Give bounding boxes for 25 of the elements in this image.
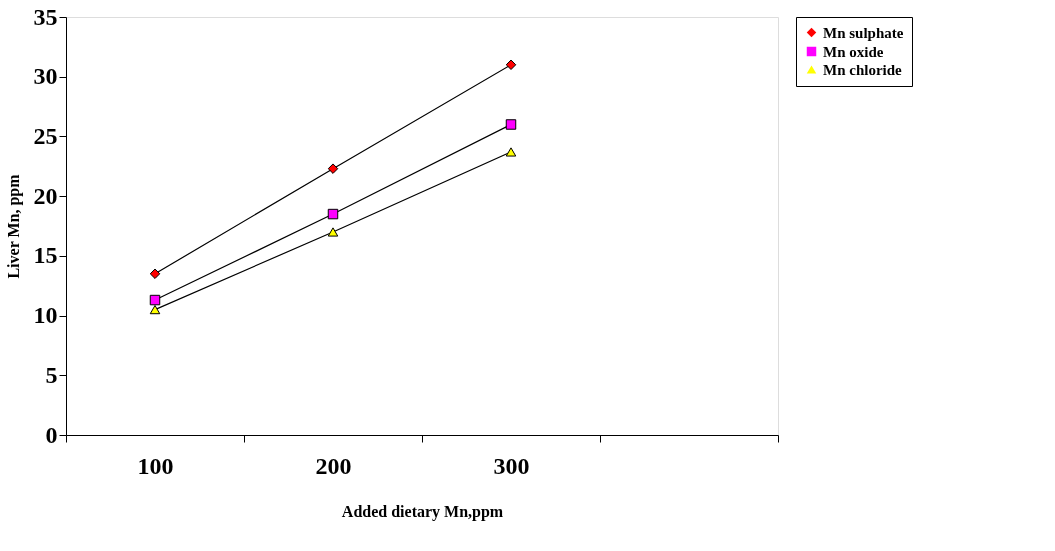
point <box>327 163 339 174</box>
point <box>327 208 339 220</box>
y-tick-label: 35 <box>33 3 58 30</box>
legend-label: Mn chloride <box>823 61 903 78</box>
y-tick-label: 10 <box>33 302 58 329</box>
x-tick-label: 100 <box>137 452 174 479</box>
point <box>505 59 517 71</box>
x-tick-label: 300 <box>493 452 530 479</box>
y-tick-label: 25 <box>33 122 58 149</box>
x-tick-label: 200 <box>315 452 352 479</box>
point <box>149 304 161 315</box>
y-tick-label: 15 <box>33 242 58 269</box>
legend-label: Mn sulphate <box>823 24 904 41</box>
point <box>505 147 517 157</box>
point <box>149 294 161 306</box>
y-axis-title: Liver Mn, ppm <box>4 173 23 279</box>
point <box>327 227 339 237</box>
y-tick-label: 30 <box>33 63 58 90</box>
x-axis-title: Added dietary Mn,ppm <box>341 502 504 521</box>
y-tick-label: 0 <box>45 421 58 448</box>
y-tick-label: 5 <box>45 361 58 388</box>
point <box>505 119 517 130</box>
legend-label: Mn oxide <box>823 43 884 60</box>
y-tick-label: 20 <box>33 182 58 209</box>
point <box>149 268 161 280</box>
